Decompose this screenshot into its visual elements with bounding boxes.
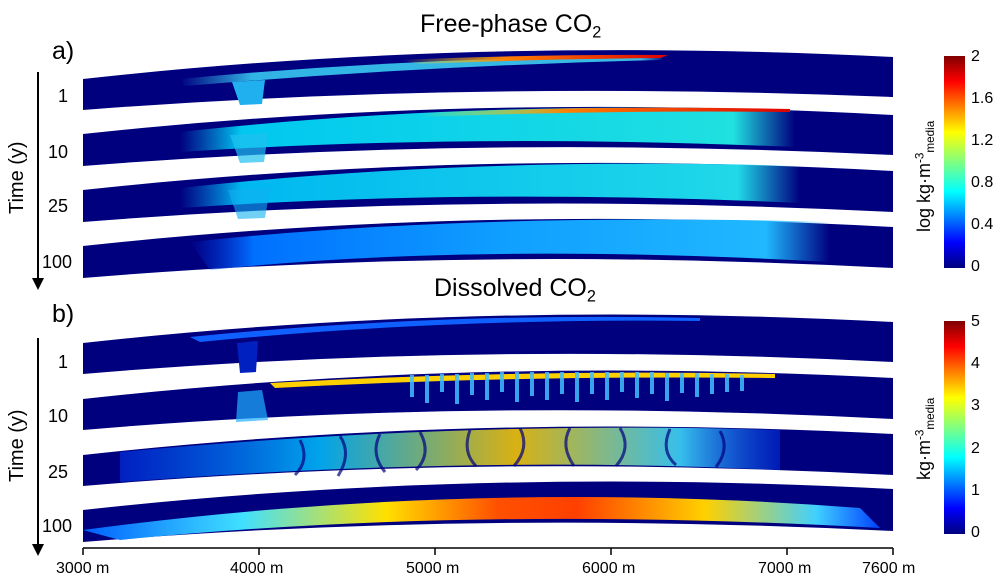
time-tick-b-25: 25	[48, 462, 69, 482]
colorbar-a-tick: 1.2	[971, 132, 994, 149]
strip-a-1	[83, 50, 893, 110]
panel-a-label: a)	[52, 37, 75, 65]
time-tick-b-1: 1	[58, 352, 69, 372]
chimney-a-2	[230, 133, 268, 163]
colorbar-a-tick: 0.8	[971, 174, 994, 191]
chimney-a-3	[228, 188, 270, 219]
time-axis-label-a: Time (y)	[6, 141, 28, 214]
time-tick-a-10: 10	[48, 142, 69, 162]
colorbar-b-tick: 2	[971, 440, 980, 457]
colorbar-b-tick: 1	[971, 482, 980, 499]
fingers-b-2	[410, 372, 744, 404]
plume-a-3	[180, 163, 800, 208]
colorbar-a	[944, 56, 965, 268]
panel-a-strips	[83, 50, 893, 278]
time-tick-b-10: 10	[48, 406, 69, 426]
chimney-a-1	[232, 80, 265, 105]
panel-b-title: Dissolved CO2	[434, 274, 596, 306]
x-tick-label: 5000 m	[406, 560, 460, 577]
x-tick-label: 7000 m	[758, 560, 812, 577]
time-arrows	[32, 72, 44, 556]
plume-b-3	[120, 427, 780, 482]
front-b-2	[270, 372, 775, 388]
colorbar-a-tick: 1.6	[971, 90, 994, 107]
time-tick-a-100: 100	[42, 252, 73, 272]
x-tick-label: 4000 m	[230, 560, 284, 577]
x-tick-label: 7600 m	[862, 560, 916, 577]
panel-a-title: Free-phase CO2	[420, 10, 602, 42]
time-arrowhead-a	[32, 278, 44, 290]
colorbar-a-tick: 0.4	[971, 216, 994, 233]
colorbar-b	[944, 321, 965, 534]
hot-zone-a-1	[400, 54, 668, 64]
colorbar-a-label: log kg·m-3media	[913, 120, 938, 232]
time-tick-a-25: 25	[48, 196, 69, 216]
plume-b-4	[83, 497, 880, 540]
chimney-b-1	[237, 341, 258, 373]
convection-b-3	[293, 427, 726, 477]
time-axis-label-b: Time (y)	[6, 409, 28, 482]
x-tick-label: 3000 m	[56, 560, 110, 577]
x-tick-label: 6000 m	[582, 560, 636, 577]
plume-b-1	[190, 316, 700, 342]
panel-b-strips	[83, 314, 893, 542]
plume-a-4	[190, 219, 830, 270]
hot-zone-a-2	[420, 107, 790, 117]
time-tick-b-100: 100	[42, 516, 73, 536]
colorbar-b-tick: 5	[971, 313, 980, 330]
colorbar-b-tick: 4	[971, 355, 980, 372]
x-axis	[82, 547, 894, 555]
strip-b-1	[83, 314, 893, 374]
colorbar-a-tick: 0	[971, 258, 980, 275]
colorbar-a-tick: 2	[971, 48, 980, 65]
plume-a-2	[180, 107, 795, 152]
chimney-b-2	[236, 390, 268, 422]
colorbar-b-label: kg·m-3media	[913, 397, 938, 480]
colorbar-b-tick: 0	[971, 524, 980, 541]
time-arrowhead-b	[32, 544, 44, 556]
colorbar-b-tick: 3	[971, 397, 980, 414]
time-tick-a-1: 1	[58, 86, 69, 106]
panel-b-label: b)	[52, 300, 75, 328]
